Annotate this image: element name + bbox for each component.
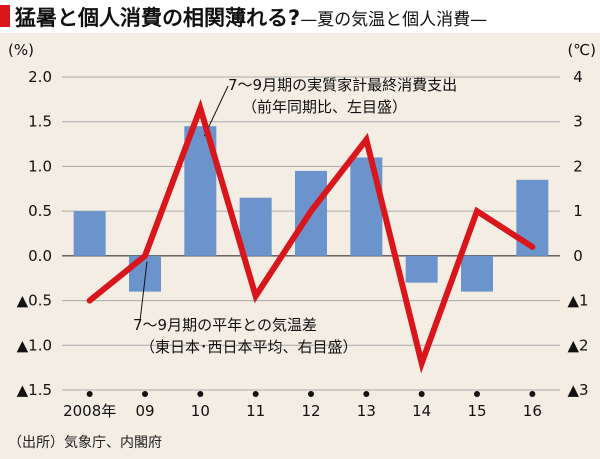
bar <box>350 157 383 256</box>
right-tick-label: ▲1 <box>567 292 588 310</box>
category-label: 13 <box>357 402 376 420</box>
chart-title: 猛暑と個人消費の相関薄れる?—夏の気温と個人消費— <box>15 2 487 32</box>
left-tick-label: 2.0 <box>28 68 52 86</box>
left-tick-label: ▲1.0 <box>17 336 52 354</box>
category-marker <box>86 391 93 397</box>
chart-subtitle: —夏の気温と個人消費— <box>300 10 488 30</box>
left-tick-label: 0.0 <box>28 247 52 265</box>
category-marker <box>529 391 536 397</box>
category-marker <box>418 391 425 397</box>
category-label: 15 <box>467 402 486 420</box>
title-text: 猛暑と個人消費の相関薄れる? <box>15 6 301 30</box>
category-marker <box>252 391 259 397</box>
category-marker <box>142 391 148 397</box>
line-point <box>531 246 533 248</box>
right-tick-label: 2 <box>573 157 583 175</box>
left-tick-label: ▲0.5 <box>17 292 52 310</box>
left-tick-label: 1.0 <box>28 157 52 175</box>
category-marker <box>363 391 370 397</box>
category-label: 09 <box>135 402 154 420</box>
bar-series-label: 7〜9月期の実質家計最終消費支出 <box>228 76 457 94</box>
chart-svg: 2.01.51.00.50.0▲0.5▲1.0▲1.543210▲1▲2▲3(%… <box>8 41 596 420</box>
right-axis-unit: (℃) <box>567 41 596 59</box>
bar-series-label: （前年同期比、左目盛） <box>242 98 407 116</box>
source-note: （出所）気象庁、内閣府 <box>8 435 162 451</box>
line-point <box>476 210 478 212</box>
header-accent-bar <box>0 5 10 27</box>
category-label: 16 <box>523 402 542 420</box>
bar <box>405 255 438 283</box>
line-point <box>144 255 146 257</box>
line-series-label: 7〜9月期の平年との気温差 <box>133 316 317 334</box>
category-marker <box>197 391 204 397</box>
category-label: 12 <box>301 402 320 420</box>
left-axis-unit: (%) <box>8 41 34 59</box>
line-point <box>199 107 201 109</box>
line-point <box>421 362 423 364</box>
line-point <box>89 300 91 302</box>
right-tick-label: ▲3 <box>567 381 588 399</box>
line-label-leader <box>139 261 148 322</box>
line-point <box>255 295 257 297</box>
bar <box>73 211 106 256</box>
right-tick-label: 0 <box>573 247 583 265</box>
right-tick-label: 1 <box>573 202 583 220</box>
left-tick-label: ▲1.5 <box>17 381 52 399</box>
category-marker <box>308 391 314 397</box>
category-label: 2008年 <box>63 402 116 420</box>
line-series <box>86 98 536 374</box>
category-label: 11 <box>246 402 265 420</box>
left-tick-label: 1.5 <box>28 113 52 131</box>
category-label: 14 <box>412 402 431 420</box>
category-marker <box>474 391 480 397</box>
axis-ticks: 2.01.51.00.50.0▲0.5▲1.0▲1.543210▲1▲2▲3(%… <box>8 41 596 420</box>
category-label: 10 <box>191 402 210 420</box>
right-tick-label: ▲2 <box>567 336 588 354</box>
bar <box>239 197 272 256</box>
header: 猛暑と個人消費の相関薄れる?—夏の気温と個人消費— <box>0 0 600 33</box>
line-series-label: （東日本･西日本平均、右目盛） <box>140 338 358 356</box>
line-point <box>365 139 367 141</box>
line-point <box>310 210 312 212</box>
bar <box>461 255 493 292</box>
right-tick-label: 3 <box>573 113 583 131</box>
left-tick-label: 0.5 <box>28 202 52 220</box>
right-tick-label: 4 <box>573 68 583 86</box>
annotations: 7〜9月期の実質家計最終消費支出 （前年同期比、左目盛） 7〜9月期の平年との気温差… <box>133 76 457 356</box>
